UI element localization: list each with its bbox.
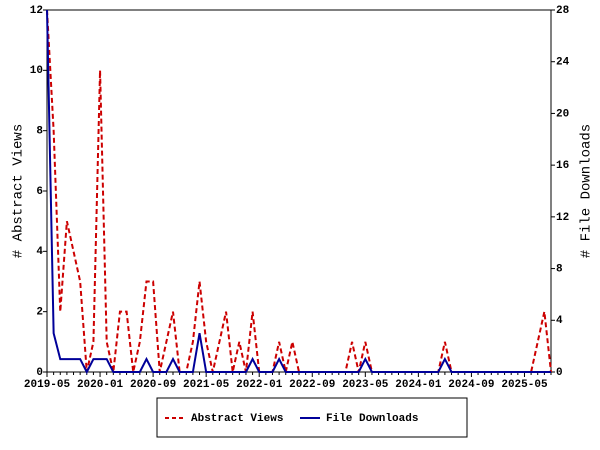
- y2-tick-label: 8: [556, 263, 563, 275]
- y-tick-label: 12: [30, 5, 43, 17]
- plot-frame: [46, 9, 552, 373]
- y-tick-label: 2: [36, 307, 43, 319]
- x-tick-label: 2024-01: [395, 379, 442, 391]
- y2-tick-label: 24: [556, 57, 570, 69]
- x-tick-label: 2023-05: [342, 379, 389, 391]
- y-axis-title: # Abstract Views: [11, 124, 27, 258]
- y2-tick-label: 0: [556, 367, 563, 379]
- y-tick-label: 8: [36, 126, 43, 138]
- x-tick-label: 2020-01: [77, 379, 124, 391]
- series-line: [46, 9, 552, 373]
- x-tick-label: 2022-09: [289, 379, 335, 391]
- y-tick-label: 4: [36, 246, 43, 258]
- y2-tick-label: 16: [556, 160, 569, 172]
- y2-tick-label: 12: [556, 212, 569, 224]
- series-line: [46, 9, 551, 375]
- x-tick-label: 2020-09: [130, 379, 176, 391]
- y-tick-label: 0: [36, 367, 43, 379]
- y-tick-label: 10: [30, 65, 43, 77]
- x-tick-label: 2024-09: [448, 379, 494, 391]
- x-tick-label: 2019-05: [24, 379, 71, 391]
- y-tick-label: 6: [36, 186, 43, 198]
- y2-axis-title: # File Downloads: [579, 124, 595, 258]
- y2-tick-label: 4: [556, 315, 563, 327]
- legend-label: File Downloads: [326, 413, 418, 425]
- x-tick-label: 2021-05: [183, 379, 230, 391]
- y2-tick-label: 20: [556, 108, 569, 120]
- legend-label: Abstract Views: [191, 413, 283, 425]
- y2-tick-label: 28: [556, 5, 570, 17]
- x-tick-label: 2025-05: [501, 379, 548, 391]
- x-tick-label: 2022-01: [236, 379, 283, 391]
